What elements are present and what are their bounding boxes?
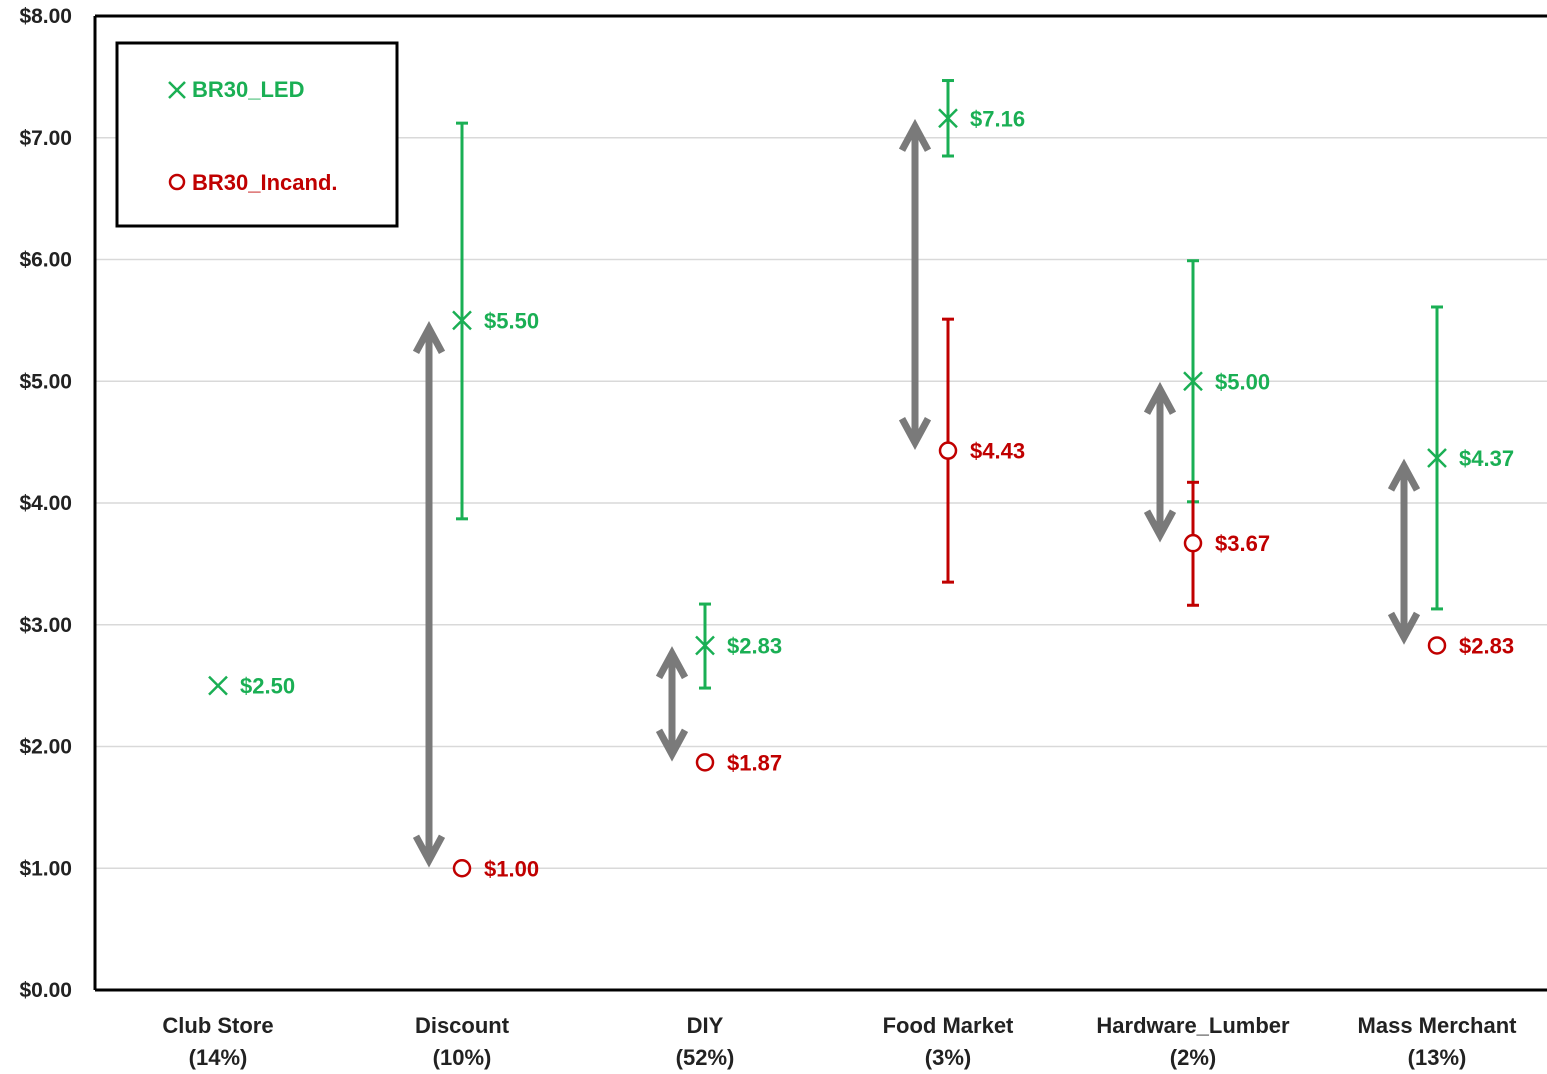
gridlines (95, 137, 1547, 869)
data-label: $2.50 (240, 674, 295, 699)
incand-marker (452, 859, 472, 878)
data-label: $4.43 (970, 439, 1025, 464)
y-axis-ticks: $0.00 $1.00 $2.00 $3.00 $4.00 $5.00 $6.00 $7.00… (19, 5, 72, 1002)
x-category-label: Mass Merchant (1358, 1013, 1518, 1038)
arrow-head-down (655, 728, 689, 762)
incand-marker (938, 441, 958, 460)
x-category-share: (3%) (925, 1045, 971, 1070)
data-label: $4.37 (1459, 446, 1514, 471)
x-category-label: Food Market (883, 1013, 1014, 1038)
x-category-label: Hardware_Lumber (1096, 1013, 1290, 1038)
incand-marker (1183, 533, 1203, 553)
arrow-head-down (1143, 509, 1177, 543)
y-tick-label: $6.00 (19, 249, 72, 272)
y-tick-label: $5.00 (19, 370, 72, 393)
data-label: $3.67 (1215, 531, 1270, 556)
arrow-head-up (1387, 458, 1421, 492)
marker-stroke (938, 108, 958, 129)
x-category-share: (52%) (676, 1045, 735, 1070)
arrow-head-up (898, 118, 932, 152)
marker-stroke (1427, 448, 1447, 468)
led-marker (1183, 371, 1203, 392)
data-label: $5.50 (484, 308, 539, 333)
data-label: $2.83 (1459, 633, 1514, 658)
difference-arrow (412, 321, 446, 868)
data-label: $1.87 (727, 750, 782, 775)
axes (93, 14, 1547, 992)
data-points (208, 108, 1447, 878)
arrow-head-down (412, 834, 446, 868)
difference-arrow (898, 118, 932, 450)
legend: BR30_LED BR30_Incand. (115, 41, 399, 228)
incand-marker (695, 753, 715, 772)
y-tick-label: $1.00 (19, 857, 72, 880)
y-tick-label: $3.00 (19, 614, 72, 637)
marker-stroke (452, 310, 472, 331)
x-category-label: Club Store (162, 1013, 273, 1038)
difference-arrows (412, 118, 1421, 868)
led-marker (695, 635, 715, 656)
led-marker (208, 675, 228, 696)
legend-item-incand: BR30_Incand. (168, 170, 338, 195)
led-marker (452, 310, 472, 331)
arrow-head-down (898, 416, 932, 450)
legend-label: BR30_LED (192, 77, 304, 102)
arrow-head-up (1143, 381, 1177, 415)
data-label: $5.00 (1215, 369, 1270, 394)
arrow-head-up (655, 646, 689, 680)
led-marker (1427, 448, 1447, 468)
y-tick-label: $0.00 (19, 979, 72, 1002)
legend-label: BR30_Incand. (192, 170, 338, 195)
difference-arrow (1143, 381, 1177, 543)
y-tick-label: $4.00 (19, 492, 72, 515)
x-category-label: Discount (415, 1013, 510, 1038)
legend-box (115, 41, 399, 228)
data-label: $1.00 (484, 856, 539, 881)
incand-marker (1427, 636, 1447, 655)
x-category-share: (2%) (1170, 1045, 1216, 1070)
difference-arrow (655, 646, 689, 762)
y-tick-label: $2.00 (19, 736, 72, 759)
arrow-head-up (412, 321, 446, 355)
marker-stroke (695, 635, 715, 656)
legend-item-led: BR30_LED (168, 77, 304, 102)
x-category-share: (13%) (1408, 1045, 1467, 1070)
arrow-head-down (1387, 611, 1421, 645)
data-labels: $2.50 $5.50 $2.83 $7.16 $5.00 $4.37 $1.00 $1.87… (240, 106, 1514, 881)
x-axis-categories: Club Store (14%) Discount (10%) DIY (52%) Food… (162, 1013, 1517, 1070)
error-bars (456, 79, 1443, 769)
data-label: $7.16 (970, 106, 1025, 131)
x-category-share: (10%) (433, 1045, 492, 1070)
marker-stroke (208, 675, 228, 696)
legend-marker-stroke (168, 81, 186, 99)
legend-marker (168, 173, 186, 191)
x-category-label: DIY (687, 1013, 724, 1038)
marker-stroke (1183, 371, 1203, 392)
y-tick-label: $7.00 (19, 127, 72, 150)
led-marker (938, 108, 958, 129)
x-category-share: (14%) (189, 1045, 248, 1070)
y-tick-label: $8.00 (19, 5, 72, 28)
data-label: $2.83 (727, 633, 782, 658)
difference-arrow (1387, 458, 1421, 645)
